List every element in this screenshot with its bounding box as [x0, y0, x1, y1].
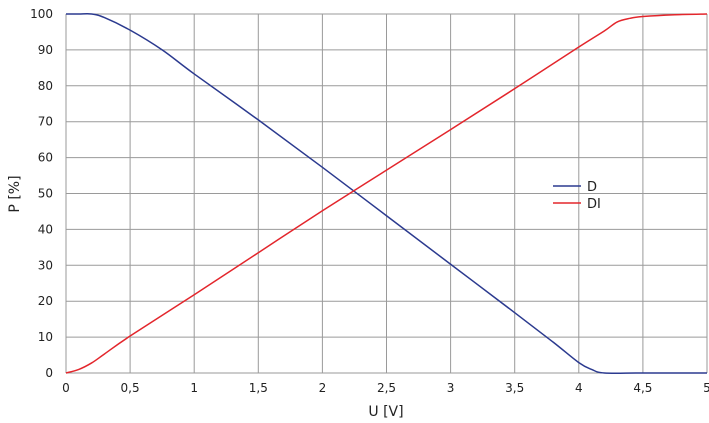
y-tick-label: 80 [38, 79, 53, 93]
x-tick-label: 0,5 [121, 381, 140, 395]
y-tick-label: 100 [30, 7, 53, 21]
y-tick-label: 90 [38, 43, 53, 57]
x-axis-label: U [V] [368, 404, 403, 420]
y-tick-labels: 0 10 20 30 40 50 60 70 80 90 100 [30, 7, 53, 380]
x-tick-label: 4,5 [633, 381, 652, 395]
x-tick-label: 0 [62, 381, 70, 395]
y-tick-label: 70 [38, 115, 53, 129]
legend-label-d: D [587, 180, 597, 195]
y-axis-label: P [%] [7, 175, 23, 212]
series-line-d [66, 12, 707, 375]
x-tick-label: 1,5 [249, 381, 268, 395]
y-tick-label: 10 [38, 330, 53, 344]
series-line-di [65, 13, 708, 374]
legend-label-di: DI [587, 197, 601, 212]
y-tick-label: 20 [38, 294, 53, 308]
x-tick-label: 4 [575, 381, 583, 395]
x-tick-label: 2 [319, 381, 327, 395]
series-lines [65, 12, 708, 375]
y-tick-label: 40 [38, 222, 53, 236]
x-tick-label: 5 [703, 381, 709, 395]
y-tick-label: 30 [38, 258, 53, 272]
x-tick-label: 2,5 [377, 381, 396, 395]
x-tick-label: 1 [190, 381, 198, 395]
x-tick-label: 3 [447, 381, 455, 395]
x-tick-label: 3,5 [505, 381, 524, 395]
legend: D DI [553, 180, 601, 212]
y-tick-label: 0 [45, 366, 53, 380]
grid [65, 13, 708, 374]
x-tick-labels: 0 0,5 1 1,5 2 2,5 3 3,5 4 4,5 5 [62, 381, 709, 395]
y-tick-label: 50 [38, 187, 53, 201]
y-tick-label: 60 [38, 151, 53, 165]
